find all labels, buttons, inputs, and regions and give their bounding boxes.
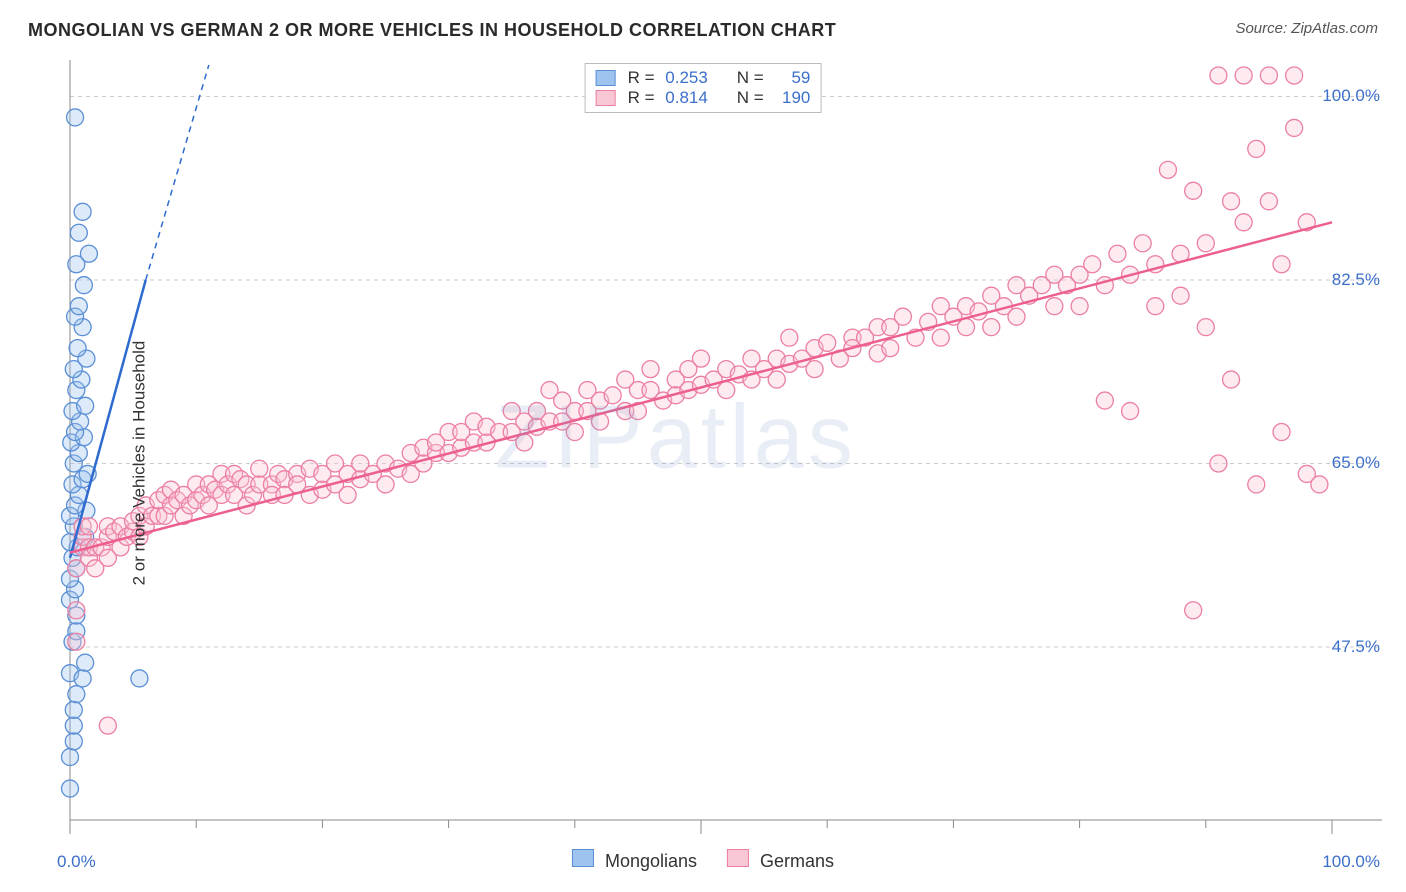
x-tick-label-max: 100.0% <box>1322 852 1380 872</box>
legend-swatch <box>596 90 616 106</box>
legend-swatch <box>596 70 616 86</box>
legend-r-value: 0.814 <box>665 88 721 108</box>
legend-n-label: N = <box>727 68 768 88</box>
legend-r-label: R = <box>628 68 660 88</box>
chart-area: 2 or more Vehicles in Household ZIPatlas… <box>22 55 1384 870</box>
scatter-chart <box>22 55 1384 870</box>
legend-correlation: R = 0.253 N = 59 R = 0.814 N = 190 <box>585 63 822 113</box>
legend-r-label: R = <box>628 88 660 108</box>
legend-r-value: 0.253 <box>665 68 721 88</box>
chart-title: MONGOLIAN VS GERMAN 2 OR MORE VEHICLES I… <box>28 20 836 41</box>
y-tick-label: 100.0% <box>1322 86 1380 106</box>
chart-source: Source: ZipAtlas.com <box>1235 20 1378 37</box>
y-tick-label: 65.0% <box>1332 453 1380 473</box>
legend-item: Mongolians <box>572 849 697 872</box>
legend-item: Germans <box>727 849 834 872</box>
y-tick-label: 82.5% <box>1332 270 1380 290</box>
legend-swatch <box>727 849 749 867</box>
legend-n-label: N = <box>727 88 768 108</box>
legend-row: R = 0.814 N = 190 <box>596 88 811 108</box>
x-tick-label-min: 0.0% <box>57 852 96 872</box>
legend-n-value: 59 <box>774 68 810 88</box>
legend-series: Mongolians Germans <box>572 849 834 872</box>
y-axis-label: 2 or more Vehicles in Household <box>129 340 149 585</box>
legend-label: Mongolians <box>605 851 697 871</box>
legend-n-value: 190 <box>774 88 810 108</box>
y-tick-label: 47.5% <box>1332 637 1380 657</box>
legend-row: R = 0.253 N = 59 <box>596 68 811 88</box>
legend-swatch <box>572 849 594 867</box>
legend-label: Germans <box>760 851 834 871</box>
